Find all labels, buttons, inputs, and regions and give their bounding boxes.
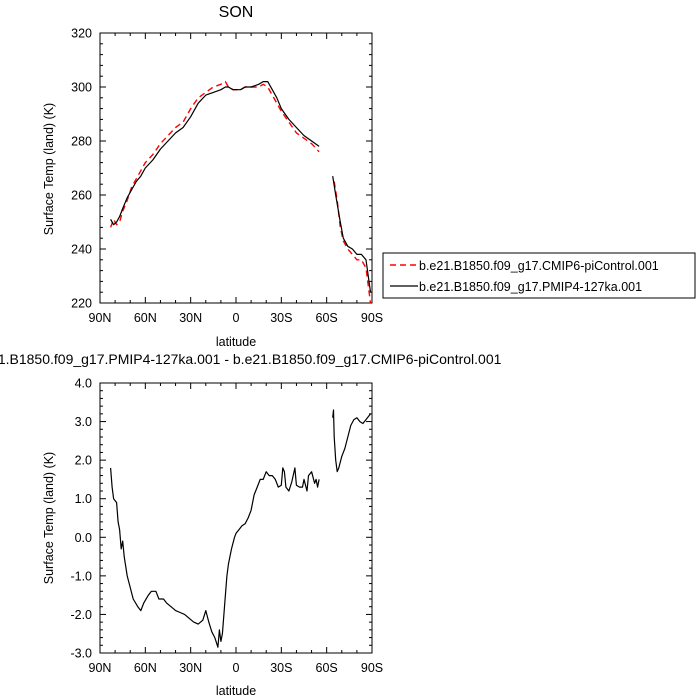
bottom-y-axis-label: Surface Temp (land) (K) <box>42 452 56 584</box>
top-x-tick-label: 30N <box>179 311 202 325</box>
bottom-y-tick-label: 2.0 <box>75 454 92 468</box>
bottom-series-0-line-segment-0 <box>110 467 320 648</box>
legend-label-127ka: b.e21.B1850.f09_g17.PMIP4-127ka.001 <box>419 280 642 294</box>
bottom-x-tick-label: 0 <box>233 661 240 675</box>
top-panel: SON Surface Temp (land) (K) latitude 90N… <box>42 4 383 349</box>
bottom-series-0-line-segment-1 <box>332 409 371 473</box>
legend: b.e21.B1850.f09_g17.CMIP6-piControl.001 … <box>382 252 696 299</box>
top-series-1-line-segment-0 <box>110 81 320 226</box>
top-x-axis-label: latitude <box>216 335 256 349</box>
top-x-tick-label: 90S <box>361 311 383 325</box>
top-y-axis-label: Surface Temp (land) (K) <box>42 103 56 235</box>
bottom-x-tick-label: 60N <box>134 661 157 675</box>
bottom-y-tick-label: -1.0 <box>70 569 92 583</box>
bottom-x-tick-label: 30S <box>270 661 292 675</box>
bottom-x-tick-label: 90S <box>361 661 383 675</box>
legend-box <box>382 252 696 299</box>
top-plot-frame <box>99 32 373 304</box>
top-x-tick-label: 90N <box>89 311 112 325</box>
bottom-y-tick-label: -3.0 <box>70 647 92 661</box>
top-series-0-line-segment-1 <box>333 181 372 304</box>
bottom-y-tick-label: 4.0 <box>75 377 92 391</box>
bottom-y-tick-label: 3.0 <box>75 415 92 429</box>
top-x-tick-label: 0 <box>233 311 240 325</box>
bottom-x-tick-label: 60S <box>316 661 338 675</box>
top-y-tick-label: 320 <box>71 27 92 41</box>
top-series-0-line-segment-0 <box>109 80 320 228</box>
top-x-tick-label: 60N <box>134 311 157 325</box>
top-y-tick-label: 280 <box>71 135 92 149</box>
bottom-y-tick-label: -2.0 <box>70 608 92 622</box>
top-x-tick-label: 30S <box>270 311 292 325</box>
bottom-x-axis-label: latitude <box>216 684 256 698</box>
bottom-x-tick-label: 90N <box>89 661 112 675</box>
top-chart-title: SON <box>219 4 254 21</box>
bottom-panel: b.e21.B1850.f09_g17.PMIP4-127ka.001 - b.… <box>0 351 502 698</box>
top-y-tick-label: 300 <box>71 81 92 95</box>
top-series-1-line-segment-1 <box>332 176 372 293</box>
bottom-y-tick-label: 1.0 <box>75 492 92 506</box>
top-y-tick-label: 240 <box>71 243 92 257</box>
bottom-plot-frame <box>99 382 373 654</box>
legend-label-picontrol: b.e21.B1850.f09_g17.CMIP6-piControl.001 <box>419 259 659 273</box>
top-y-tick-label: 260 <box>71 189 92 203</box>
bottom-y-tick-label: 0.0 <box>75 531 92 545</box>
bottom-x-tick-label: 30N <box>179 661 202 675</box>
top-x-tick-label: 60S <box>316 311 338 325</box>
bottom-chart-title: b.e21.B1850.f09_g17.PMIP4-127ka.001 - b.… <box>0 351 502 367</box>
top-y-tick-label: 220 <box>71 297 92 311</box>
